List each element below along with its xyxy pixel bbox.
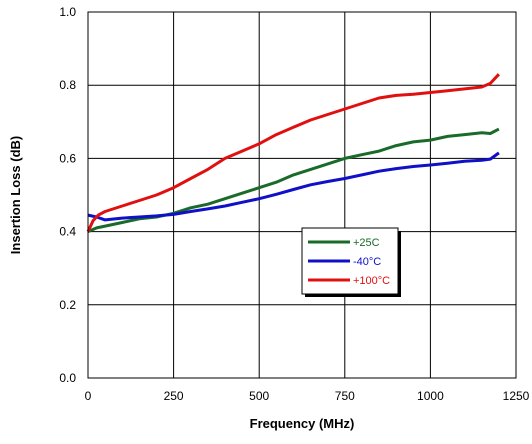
y-tick-label: 0.2 [59, 298, 76, 312]
series-line-1 [87, 151, 500, 222]
series-line-0 [87, 127, 500, 233]
legend: +25C -40°C +100°C [301, 227, 401, 297]
axis-ticks: 0 250 500 750 1000 1250 0.0 0.2 0.4 0.6 0.8 1.0 [59, 5, 529, 403]
x-tick-label: 1000 [417, 389, 444, 403]
x-tick-label: 500 [249, 389, 269, 403]
y-tick-label: 1.0 [59, 5, 76, 19]
y-tick-label: 0.0 [59, 371, 76, 385]
y-tick-label: 0.4 [59, 225, 76, 239]
y-axis-title: Insertion Loss (dB) [8, 136, 23, 254]
x-tick-label: 250 [164, 389, 184, 403]
plot-frame [87, 11, 517, 379]
legend-label-1: -40°C [353, 256, 381, 268]
y-tick-label: 0.8 [59, 78, 76, 92]
series-lines [86, 73, 500, 233]
x-tick-label: 750 [335, 389, 355, 403]
x-tick-label: 1250 [503, 389, 530, 403]
series-line-2 [86, 73, 500, 233]
x-tick-label: 0 [85, 389, 92, 403]
y-tick-label: 0.6 [59, 151, 76, 165]
legend-label-2: +100°C [353, 275, 390, 287]
legend-label-0: +25C [353, 237, 380, 249]
x-axis-title: Frequency (MHz) [250, 416, 355, 431]
